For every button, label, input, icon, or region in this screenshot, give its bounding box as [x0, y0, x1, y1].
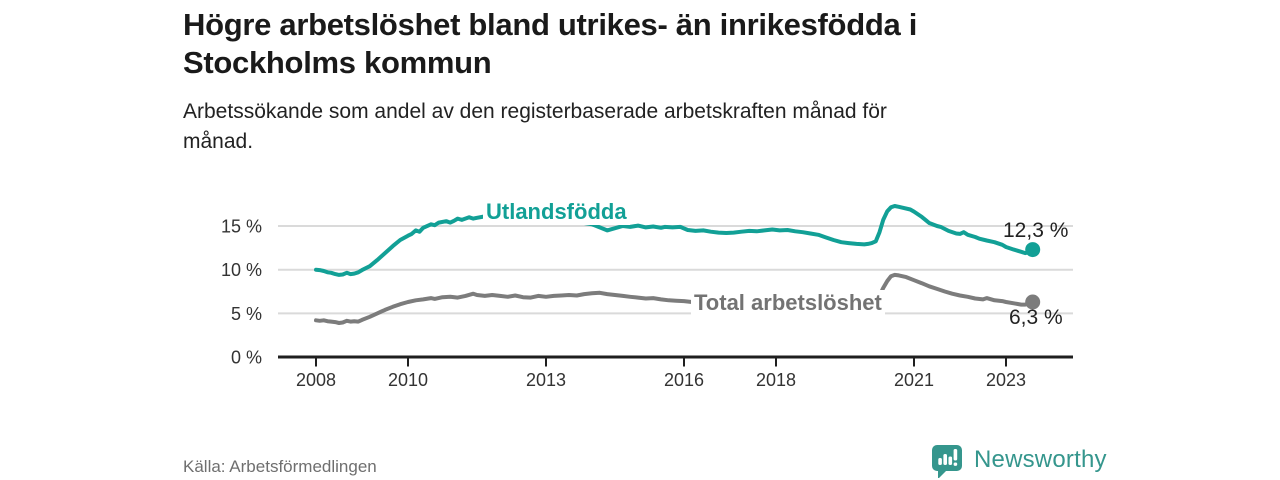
chart-title: Högre arbetslöshet bland utrikes- än inr…: [183, 6, 1163, 82]
series-end-dot-1: [1025, 294, 1041, 310]
x-tick-label: 2023: [986, 370, 1026, 390]
y-tick-label: 10 %: [221, 260, 262, 280]
x-axis-ticks: 2008 2010 2013 2016 2018 2021 2023: [296, 358, 1026, 390]
chart-subtitle-line2: månad.: [183, 130, 254, 153]
newsworthy-wordmark: Newsworthy: [974, 446, 1107, 473]
y-tick-label: 0 %: [231, 348, 262, 368]
series-end-dot-0: [1025, 242, 1041, 258]
series-line-1: [314, 272, 1035, 325]
chart-title-line1: Högre arbetslöshet bland utrikes- än inr…: [183, 7, 918, 42]
y-tick-label: 5 %: [231, 304, 262, 324]
chart-subtitle-line1: Arbetssökande som andel av den registerb…: [183, 100, 887, 123]
series-label-total-arbetsloshet: Total arbetslöshet: [691, 290, 885, 316]
chart-subtitle: Arbetssökande som andel av den registerb…: [183, 97, 1083, 157]
newsworthy-logo[interactable]: Newsworthy: [929, 442, 1107, 478]
x-tick-label: 2021: [894, 370, 934, 390]
series-label-utlandsfodda: Utlandsfödda: [483, 199, 630, 225]
x-tick-label: 2016: [664, 370, 704, 390]
x-tick-label: 2013: [526, 370, 566, 390]
newsworthy-icon: [932, 445, 962, 478]
end-value-total-arbetsloshet: 6,3 %: [1009, 306, 1063, 329]
y-axis-labels: 0 % 5 % 10 % 15 %: [221, 217, 262, 368]
x-tick-label: 2018: [756, 370, 796, 390]
series-line-0: [314, 204, 1035, 277]
x-tick-label: 2008: [296, 370, 336, 390]
end-value-utlandsfodda: 12,3 %: [1003, 219, 1069, 242]
x-tick-label: 2010: [388, 370, 428, 390]
source-note: Källa: Arbetsförmedlingen: [183, 457, 377, 476]
y-tick-label: 15 %: [221, 217, 262, 237]
chart-title-line2: Stockholms kommun: [183, 45, 492, 80]
